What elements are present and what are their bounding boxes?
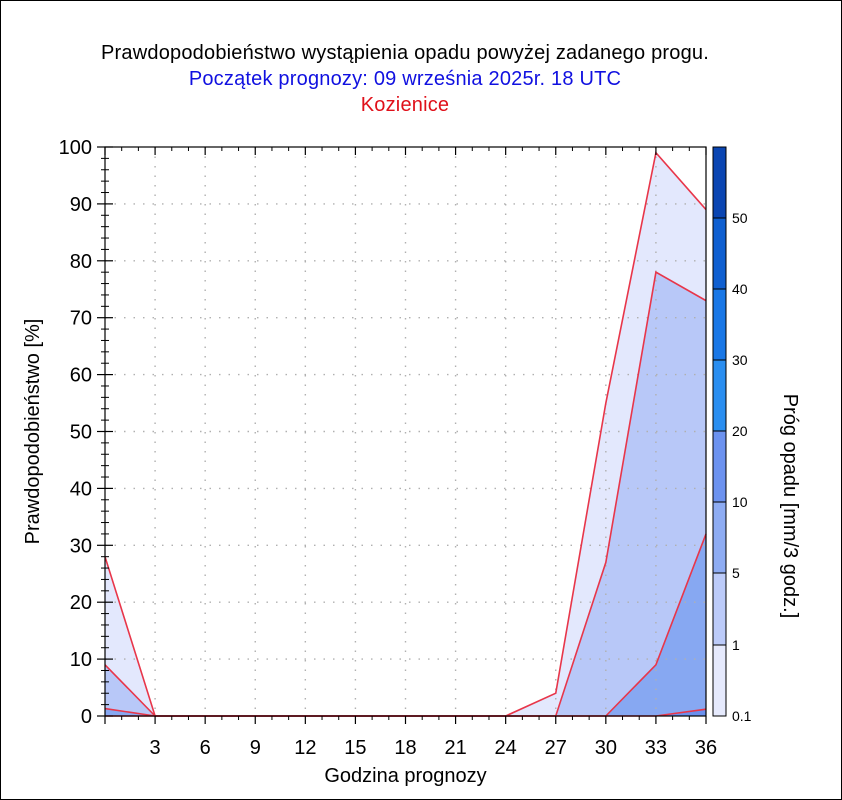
location-label: Kozienice (360, 94, 450, 116)
chart-title: Prawdopodobieństwo wystąpienia opadu pow… (101, 42, 709, 64)
y-tick-label: 10 (70, 649, 92, 671)
x-tick-label: 21 (444, 737, 466, 759)
colorbar-label: 30 (732, 352, 748, 368)
colorbar-segment (713, 573, 726, 645)
colorbar-label: 40 (732, 281, 748, 297)
colorbar-label: 0.1 (732, 708, 752, 724)
area-layers (105, 152, 706, 716)
colorbar-label: 5 (732, 565, 740, 581)
x-tick-label: 12 (294, 737, 316, 759)
forecast-start-subtitle: Początek prognozy: 09 września 2025r. 18… (188, 68, 622, 90)
axes (97, 146, 707, 724)
x-tick-label: 3 (150, 737, 161, 759)
colorbar-label: 50 (732, 210, 748, 226)
y-tick-label: 40 (70, 478, 92, 500)
x-tick-label: 15 (344, 737, 366, 759)
y-tick-label: 90 (70, 194, 92, 216)
colorbar: 0.1 1 5 10 20 30 40 50 (712, 146, 752, 724)
y-tick-label: 0 (81, 706, 92, 728)
x-tick-label: 6 (200, 737, 211, 759)
colorbar-segment (713, 218, 726, 289)
y-tick-label: 60 (70, 365, 92, 387)
y-axis-label: Prawdopodobieństwo [%] (22, 319, 44, 545)
y-tick-label: 30 (70, 535, 92, 557)
x-axis-label: Godzina prognozy (324, 765, 486, 787)
x-tick-label: 24 (495, 737, 517, 759)
colorbar-label: 20 (732, 423, 748, 439)
y-tick-label: 20 (70, 592, 92, 614)
y-tick-label: 70 (70, 308, 92, 330)
x-tick-label: 18 (394, 737, 416, 759)
colorbar-segment (713, 431, 726, 502)
y-tick-label: 50 (70, 422, 92, 444)
colorbar-segment (713, 645, 726, 716)
colorbar-segment (713, 360, 726, 431)
y-tick-label: 100 (59, 137, 92, 159)
x-tick-label: 33 (645, 737, 667, 759)
x-tick-label: 36 (695, 737, 717, 759)
area-series-1 (105, 272, 706, 716)
colorbar-segment (713, 147, 726, 218)
x-tick-label: 27 (545, 737, 567, 759)
colorbar-label: 1 (732, 637, 740, 653)
colorbar-segment (713, 502, 726, 573)
area-series-5 (105, 533, 706, 716)
colorbar-label: 10 (732, 494, 748, 510)
colorbar-segment (713, 289, 726, 360)
x-tick-label: 30 (595, 737, 617, 759)
colorbar-title: Próg opadu [mm/3 godz.] (779, 394, 801, 619)
y-tick-label: 80 (70, 251, 92, 273)
x-tick-label: 9 (250, 737, 261, 759)
